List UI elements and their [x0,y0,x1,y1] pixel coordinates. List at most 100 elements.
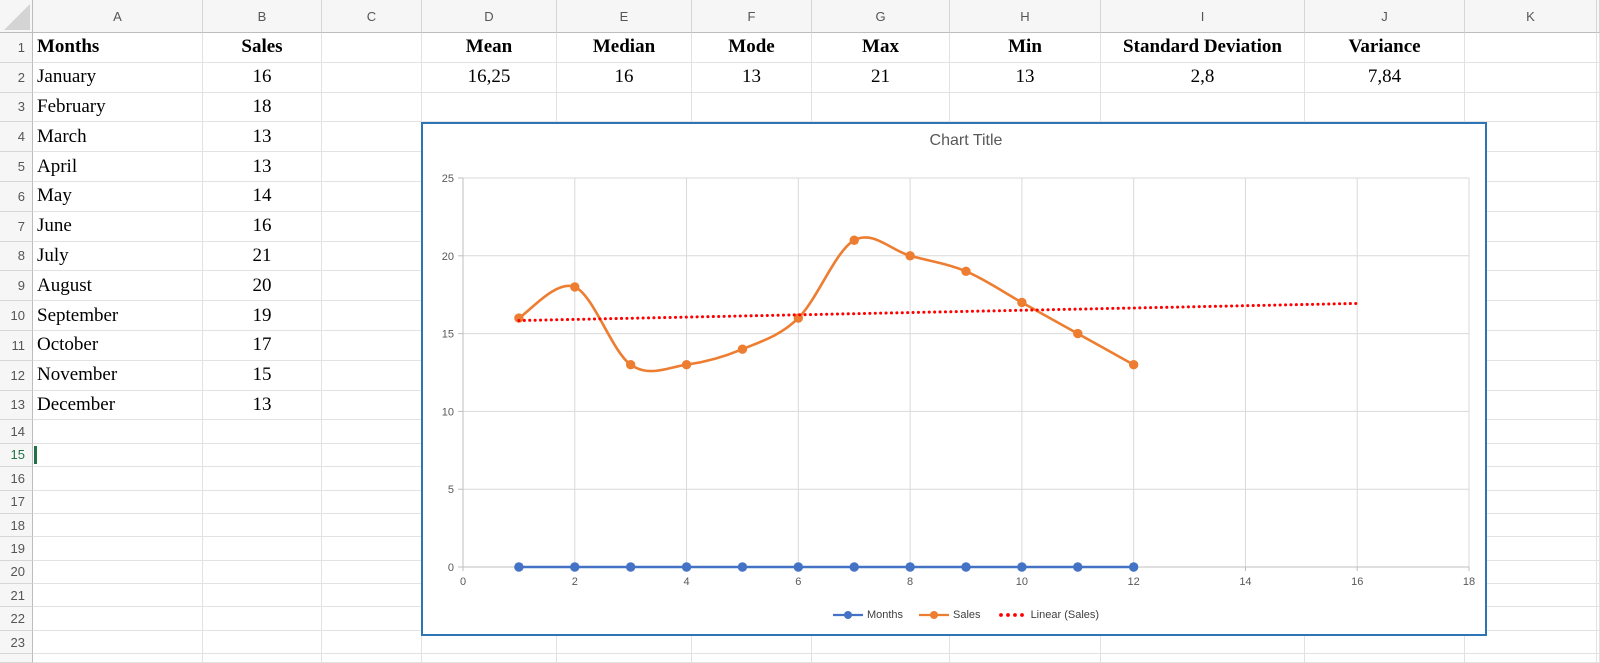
cell-J2[interactable]: 7,84 [1305,62,1465,93]
cell-K15[interactable] [1465,443,1597,468]
cell-K4[interactable] [1465,122,1597,153]
cell-B5[interactable]: 13 [203,152,322,182]
cell-H2[interactable]: 13 [950,62,1101,93]
legend-item-linear-sales-[interactable]: Linear (Sales) [997,609,1099,621]
cell-K18[interactable] [1465,513,1597,538]
cell-I24[interactable] [1101,654,1305,663]
cell-E24[interactable] [557,654,692,663]
cell-A18[interactable] [33,513,203,538]
cell-F1[interactable]: Mode [692,33,812,63]
row-header-24[interactable] [0,654,33,663]
cell-K5[interactable] [1465,152,1597,182]
cell-E23[interactable] [557,630,692,655]
cell-K10[interactable] [1465,301,1597,331]
cell-K13[interactable] [1465,390,1597,421]
cell-I3[interactable] [1101,92,1305,123]
cell-B2[interactable]: 16 [203,62,322,93]
cell-C12[interactable] [322,360,422,391]
cell-J1[interactable]: Variance [1305,33,1465,63]
cell-J24[interactable] [1305,654,1465,663]
cell-C14[interactable] [322,420,422,444]
cell-K2[interactable] [1465,62,1597,93]
row-header-1[interactable]: 1 [0,33,33,63]
cell-C9[interactable] [322,271,422,302]
cell-K19[interactable] [1465,537,1597,561]
row-header-7[interactable]: 7 [0,211,33,242]
cell-B23[interactable] [203,630,322,655]
cell-B16[interactable] [203,467,322,491]
row-header-8[interactable]: 8 [0,241,33,272]
cell-H3[interactable] [950,92,1101,123]
cell-A2[interactable]: January [33,62,203,93]
col-header-D[interactable]: D [422,0,557,33]
cell-B1[interactable]: Sales [203,33,322,63]
row-header-23[interactable]: 23 [0,630,33,655]
cell-C5[interactable] [322,152,422,182]
cell-E2[interactable]: 16 [557,62,692,93]
row-header-2[interactable]: 2 [0,62,33,93]
cell-K3[interactable] [1465,92,1597,123]
cell-E3[interactable] [557,92,692,123]
cell-A21[interactable] [33,584,203,608]
col-header-H[interactable]: H [950,0,1101,33]
cell-K9[interactable] [1465,271,1597,302]
cell-A19[interactable] [33,537,203,561]
row-header-4[interactable]: 4 [0,122,33,153]
cell-A7[interactable]: June [33,211,203,242]
col-header-J[interactable]: J [1305,0,1465,33]
col-header-E[interactable]: E [557,0,692,33]
cell-A3[interactable]: February [33,92,203,123]
cell-K20[interactable] [1465,560,1597,585]
cell-B7[interactable]: 16 [203,211,322,242]
row-header-5[interactable]: 5 [0,152,33,182]
cell-D1[interactable]: Mean [422,33,557,63]
cell-H1[interactable]: Min [950,33,1101,63]
cell-C13[interactable] [322,390,422,421]
chart-title[interactable]: Chart Title [929,132,1003,149]
cell-A8[interactable]: July [33,241,203,272]
col-header-G[interactable]: G [812,0,950,33]
cell-B12[interactable]: 15 [203,360,322,391]
cell-B15[interactable] [203,443,322,468]
cell-F3[interactable] [692,92,812,123]
cell-B14[interactable] [203,420,322,444]
cell-D3[interactable] [422,92,557,123]
cell-C24[interactable] [322,654,422,663]
cell-C10[interactable] [322,301,422,331]
cell-A13[interactable]: December [33,390,203,421]
cell-K1[interactable] [1465,33,1597,63]
legend-item-sales[interactable]: Sales [919,609,981,621]
cell-F23[interactable] [692,630,812,655]
cell-B4[interactable]: 13 [203,122,322,153]
cell-G24[interactable] [812,654,950,663]
chart-legend[interactable]: Months Sales Linear (Sales) [463,609,1469,621]
cell-K8[interactable] [1465,241,1597,272]
cell-B13[interactable]: 13 [203,390,322,421]
row-header-20[interactable]: 20 [0,560,33,585]
select-all-button[interactable] [0,0,33,33]
cell-K22[interactable] [1465,607,1597,631]
cell-A11[interactable]: October [33,330,203,361]
cell-C6[interactable] [322,181,422,212]
cell-C11[interactable] [322,330,422,361]
row-header-17[interactable]: 17 [0,490,33,514]
cell-C2[interactable] [322,62,422,93]
cell-C19[interactable] [322,537,422,561]
cell-G3[interactable] [812,92,950,123]
cell-K24[interactable] [1465,654,1597,663]
cell-B19[interactable] [203,537,322,561]
cell-G23[interactable] [812,630,950,655]
cell-D23[interactable] [422,630,557,655]
cell-K23[interactable] [1465,630,1597,655]
cell-F24[interactable] [692,654,812,663]
cell-A24[interactable] [33,654,203,663]
cell-B20[interactable] [203,560,322,585]
cell-H23[interactable] [950,630,1101,655]
cell-C4[interactable] [322,122,422,153]
cell-C7[interactable] [322,211,422,242]
cell-C18[interactable] [322,513,422,538]
cell-C20[interactable] [322,560,422,585]
cell-A15[interactable] [33,443,203,468]
cell-H24[interactable] [950,654,1101,663]
cell-B24[interactable] [203,654,322,663]
